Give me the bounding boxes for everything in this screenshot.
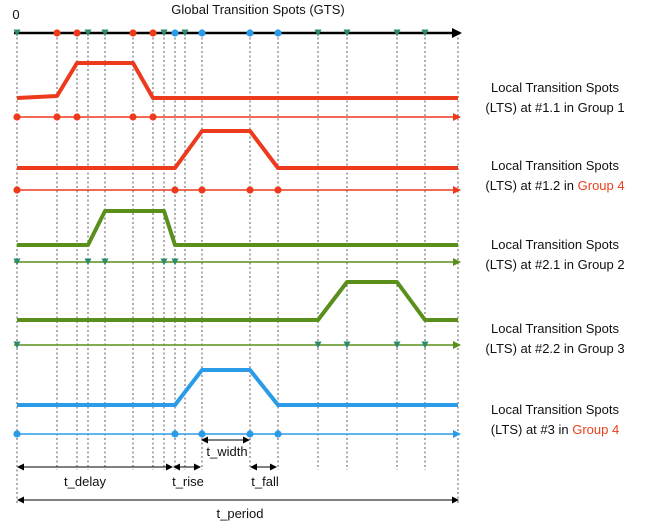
row-label-4-line1: Local Transition Spots	[491, 321, 619, 336]
lts-marker	[53, 113, 61, 121]
row-label-3-group: Group 2	[578, 257, 625, 272]
gts-marker-blue	[246, 29, 254, 37]
gts-marker-red	[53, 29, 61, 37]
lts-marker	[13, 258, 21, 266]
lts-marker	[171, 186, 179, 194]
t-rise-label: t_rise	[172, 474, 204, 489]
row-label-1-line2: (LTS) at #1.1 in Group 1	[485, 100, 624, 115]
gts-marker-blue	[274, 29, 282, 37]
timing-dimensions: t_delay t_rise t_width t_fall t_period	[17, 436, 459, 521]
pulse-waveform	[17, 209, 458, 247]
lts-marker	[198, 186, 206, 194]
gts-marker-teal	[421, 29, 429, 37]
lts-marker	[101, 258, 109, 266]
signal-row-red-1-1	[13, 61, 461, 121]
row-label-3-line2: (LTS) at #2.1 in Group 2	[485, 257, 624, 272]
row-label-5: Local Transition Spots (LTS) at #3 in Gr…	[491, 402, 620, 437]
signal-row-red-1-2	[13, 129, 461, 194]
origin-label: 0	[12, 7, 19, 22]
row-label-5-line2: (LTS) at #3 in Group 4	[491, 422, 619, 437]
row-label-2-line1: Local Transition Spots	[491, 158, 619, 173]
gts-marker-teal	[101, 29, 109, 37]
t-delay-label: t_delay	[64, 474, 106, 489]
lts-marker	[160, 258, 168, 266]
gts-marker-teal	[343, 29, 351, 37]
diagram-title: Global Transition Spots (GTS)	[171, 2, 344, 17]
gridlines	[16, 33, 459, 505]
gts-marker-red	[149, 29, 157, 37]
row-label-4-group: Group 3	[578, 341, 625, 356]
lts-marker	[13, 430, 21, 438]
t-period-label: t_period	[217, 506, 264, 521]
gts-marker-red	[129, 29, 137, 37]
row-label-2-group: Group 4	[578, 178, 625, 193]
lts-marker	[171, 258, 179, 266]
gts-marker-teal	[314, 29, 322, 37]
row-label-5-line1: Local Transition Spots	[491, 402, 619, 417]
lts-marker	[129, 113, 137, 121]
gts-marker-blue	[198, 29, 206, 37]
row-label-3: Local Transition Spots (LTS) at #2.1 in …	[485, 237, 624, 272]
lts-marker	[73, 113, 81, 121]
lts-marker	[314, 341, 322, 349]
pulse-waveform	[16, 61, 458, 100]
row-label-2: Local Transition Spots (LTS) at #1.2 in …	[485, 158, 624, 193]
gts-marker-teal	[160, 29, 168, 37]
lts-marker	[84, 258, 92, 266]
row-label-2-line2: (LTS) at #1.2 in Group 4	[485, 178, 624, 193]
t-width-label: t_width	[206, 444, 247, 459]
gts-axis	[13, 28, 462, 38]
gts-marker-teal	[84, 29, 92, 37]
lts-marker	[274, 430, 282, 438]
lts-marker	[13, 113, 21, 121]
lts-marker	[149, 113, 157, 121]
signal-rows	[13, 61, 461, 438]
signal-row-blue-3	[13, 368, 461, 438]
lts-marker	[13, 186, 21, 194]
row-label-1: Local Transition Spots (LTS) at #1.1 in …	[485, 80, 624, 115]
gts-marker-teal	[181, 29, 189, 37]
row-label-4: Local Transition Spots (LTS) at #2.2 in …	[485, 321, 624, 356]
row-label-3-line1: Local Transition Spots	[491, 237, 619, 252]
lts-marker	[171, 430, 179, 438]
signal-row-green-2-2	[13, 280, 461, 349]
row-label-1-line1: Local Transition Spots	[491, 80, 619, 95]
gts-marker-blue	[171, 29, 179, 37]
lts-marker	[13, 341, 21, 349]
lts-marker	[246, 186, 254, 194]
lts-marker	[246, 430, 254, 438]
signal-row-green-2-1	[13, 209, 461, 266]
pulse-waveform	[17, 129, 458, 170]
row-label-5-group: Group 4	[572, 422, 619, 437]
lts-marker	[421, 341, 429, 349]
lts-marker	[393, 341, 401, 349]
lts-marker	[274, 186, 282, 194]
t-fall-label: t_fall	[251, 474, 279, 489]
row-label-1-group: Group 1	[578, 100, 625, 115]
pulse-waveform	[17, 280, 458, 322]
lts-marker	[198, 430, 206, 438]
lts-marker	[343, 341, 351, 349]
gts-marker-teal	[13, 29, 21, 37]
gts-marker-teal	[393, 29, 401, 37]
gts-marker-red	[73, 29, 81, 37]
row-label-4-line2: (LTS) at #2.2 in Group 3	[485, 341, 624, 356]
pulse-waveform	[17, 368, 458, 407]
